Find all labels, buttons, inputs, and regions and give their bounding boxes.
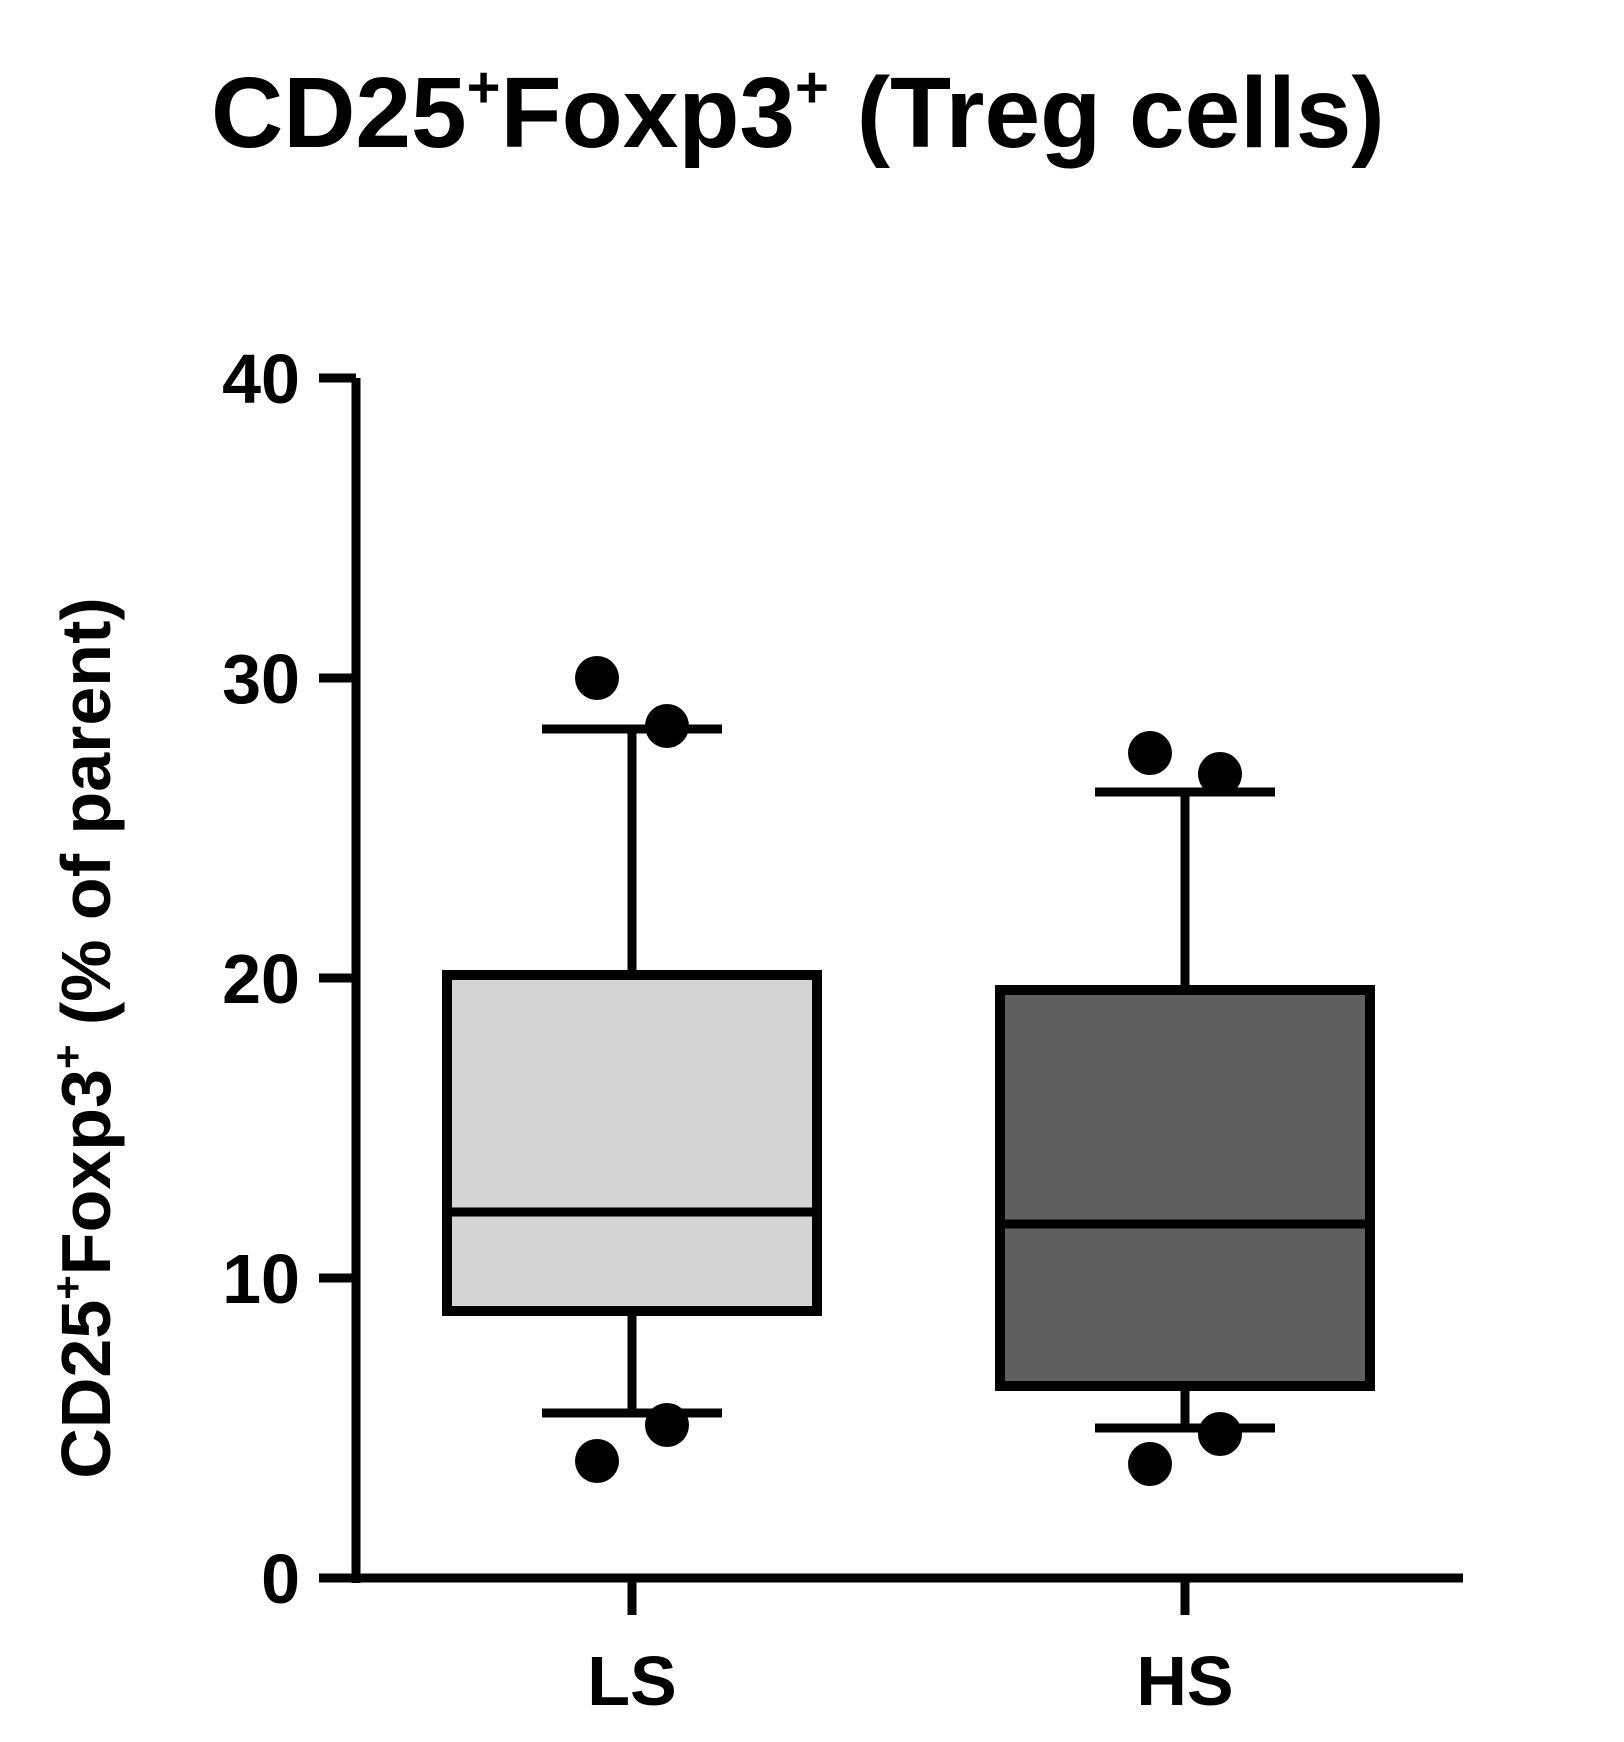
y-axis-title: CD25+Foxp3+ (% of parent) (44, 597, 125, 1478)
chart-title: CD25+Foxp3+ (Treg cells) (211, 55, 1385, 169)
box-iqr (995, 985, 1375, 1391)
x-tick-label: HS (1136, 1642, 1233, 1720)
data-point (575, 1439, 619, 1483)
y-tick-label: 40 (222, 340, 300, 418)
box-ls (442, 656, 822, 1483)
data-point (1128, 731, 1172, 775)
data-point (1198, 1412, 1242, 1456)
y-axis-ticks: 0 10 20 30 40 (222, 340, 356, 1618)
data-point (645, 1403, 689, 1447)
y-tick-label: 10 (222, 1240, 300, 1318)
y-tick-label: 30 (222, 640, 300, 718)
box-iqr (442, 970, 822, 1316)
data-point (575, 656, 619, 700)
data-point (645, 704, 689, 748)
x-axis-ticks: LS HS (587, 1578, 1234, 1720)
x-tick-label: LS (587, 1642, 676, 1720)
data-point (1128, 1442, 1172, 1486)
box-series (442, 656, 1375, 1486)
data-point (1198, 752, 1242, 796)
box-hs (995, 731, 1375, 1486)
y-tick-label: 0 (261, 1540, 300, 1618)
y-tick-label: 20 (222, 940, 300, 1018)
